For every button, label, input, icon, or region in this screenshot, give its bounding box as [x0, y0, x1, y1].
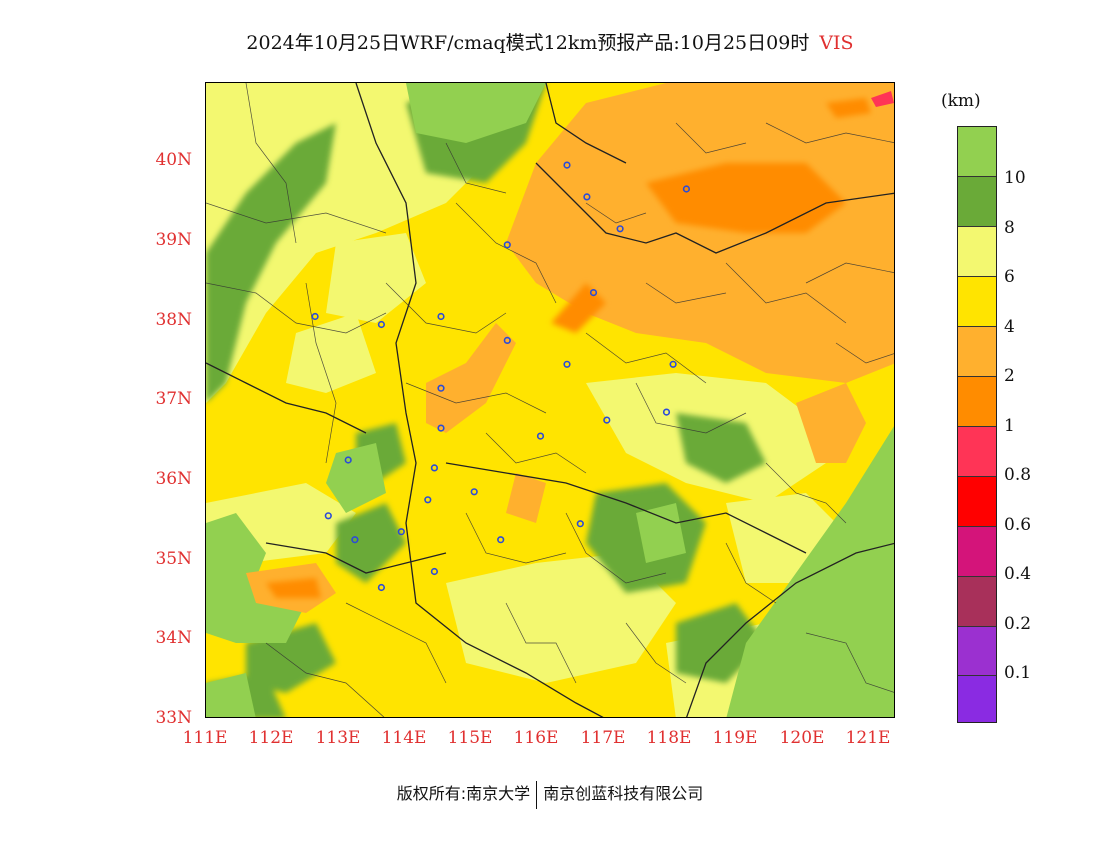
variable-name: VIS	[819, 32, 854, 54]
lon-label-119e: 119E	[712, 728, 758, 748]
colorbar	[957, 126, 997, 723]
station-marker	[437, 424, 445, 432]
colorbar-label-0p6: 0.6	[1004, 515, 1032, 535]
colorbar-swatch-8-10	[958, 177, 996, 227]
lat-label-36n: 36N	[155, 469, 192, 489]
station-marker	[497, 536, 505, 544]
lon-label-118e: 118E	[646, 728, 692, 748]
map-title: 2024年10月25日WRF/cmaq模式12km预报产品:10月25日09时 V…	[0, 28, 1100, 55]
colorbar-swatch-6-8	[958, 227, 996, 277]
copyright-owner: 版权所有:南京大学	[396, 784, 531, 803]
colorbar-label-1: 1	[1004, 416, 1015, 436]
station-marker	[437, 312, 445, 321]
station-marker	[430, 567, 438, 576]
colorbar-swatch-0p8-1	[958, 427, 996, 477]
colorbar-swatch-1-2	[958, 377, 996, 427]
county-boundaries	[206, 83, 894, 717]
visibility-map	[205, 82, 895, 718]
station-marker	[377, 320, 385, 329]
station-marker	[437, 384, 445, 392]
station-marker	[503, 241, 511, 249]
colorbar-swatch-gt-10	[958, 127, 996, 177]
station-marker	[603, 416, 611, 424]
colorbar-label-0p8: 0.8	[1004, 465, 1032, 485]
lat-label-40n: 40N	[155, 150, 192, 170]
field-0p8-1	[871, 91, 894, 107]
field-1-2	[266, 98, 871, 598]
colorbar-label-0p2: 0.2	[1004, 614, 1032, 634]
station-marker	[662, 408, 671, 416]
copyright-footer: 版权所有:南京大学 南京创蓝科技有限公司	[0, 780, 1100, 809]
station-marker	[397, 528, 405, 536]
colorbar-swatch-0p6-0p8	[958, 477, 996, 527]
colorbar-swatch-0p4-0p6	[958, 527, 996, 577]
lon-label-115e: 115E	[447, 728, 493, 748]
station-markers	[311, 161, 691, 592]
colorbar-swatch-0p2-0p4	[958, 577, 996, 627]
station-marker	[311, 312, 319, 321]
colorbar-label-10: 10	[1004, 168, 1026, 188]
station-marker	[430, 464, 438, 472]
lat-label-37n: 37N	[155, 389, 192, 409]
lat-label-39n: 39N	[155, 230, 192, 250]
station-marker	[576, 520, 584, 528]
lon-label-117e: 117E	[580, 728, 626, 748]
colorbar-swatch-0p1-0p2	[958, 627, 996, 676]
lon-label-113e: 113E	[315, 728, 361, 748]
station-marker	[351, 536, 359, 544]
colorbar-label-2: 2	[1004, 366, 1015, 386]
field-gt-10	[206, 83, 894, 717]
field-2-4	[246, 83, 894, 613]
station-marker	[470, 488, 478, 496]
colorbar-unit: (km)	[941, 91, 981, 111]
colorbar-label-8: 8	[1004, 218, 1015, 238]
station-marker	[344, 456, 352, 464]
station-marker	[324, 512, 332, 520]
station-marker	[669, 360, 677, 368]
lon-label-121e: 121E	[845, 728, 891, 748]
lat-label-33n: 33N	[155, 708, 192, 728]
colorbar-swatch-4-6	[958, 277, 996, 327]
lon-label-112e: 112E	[248, 728, 294, 748]
station-marker	[424, 496, 432, 504]
station-marker	[583, 193, 591, 201]
footer-divider	[536, 780, 538, 809]
lon-label-114e: 114E	[381, 728, 427, 748]
station-marker	[536, 432, 545, 440]
lat-label-34n: 34N	[155, 628, 192, 648]
title-text: 2024年10月25日WRF/cmaq模式12km预报产品:10月25日09时	[246, 32, 810, 54]
province-boundaries	[206, 83, 894, 717]
station-marker	[682, 185, 691, 193]
station-marker	[377, 583, 385, 592]
station-marker	[589, 289, 598, 297]
colorbar-swatch-lt-0p1	[958, 676, 996, 722]
colorbar-swatch-2-4	[958, 327, 996, 377]
copyright-company: 南京创蓝科技有限公司	[543, 784, 704, 803]
colorbar-label-0p4: 0.4	[1004, 564, 1032, 584]
lon-label-111e: 111E	[182, 728, 228, 748]
colorbar-label-6: 6	[1004, 267, 1015, 287]
lat-label-35n: 35N	[155, 549, 192, 569]
colorbar-label-0p1: 0.1	[1004, 663, 1032, 683]
colorbar-label-4: 4	[1004, 317, 1015, 337]
lon-label-120e: 120E	[779, 728, 825, 748]
lat-label-38n: 38N	[155, 310, 192, 330]
station-marker	[503, 336, 511, 344]
station-marker	[563, 360, 571, 368]
lon-label-116e: 116E	[513, 728, 559, 748]
station-marker	[563, 161, 571, 169]
station-marker	[616, 225, 624, 233]
